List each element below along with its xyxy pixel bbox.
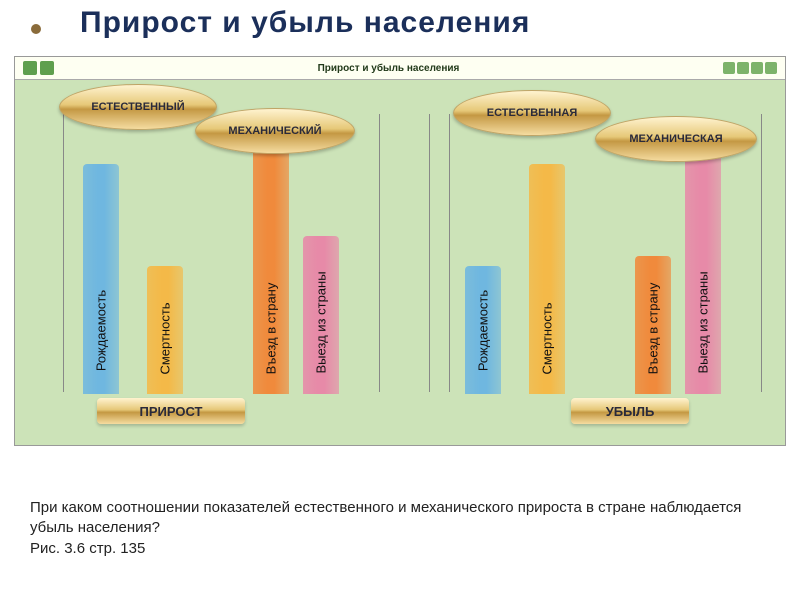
category-oval: ЕСТЕСТВЕННАЯ xyxy=(453,90,611,136)
bar: Въезд в страну xyxy=(635,256,671,394)
panel-decline: Рождаемость Смертность Въезд в страну Выезд… xyxy=(417,94,767,424)
bar: Выезд из страны xyxy=(303,236,339,394)
bar: Выезд из страны xyxy=(685,144,721,394)
category-oval: МЕХАНИЧЕСКАЯ xyxy=(595,116,757,162)
bar-label: Смертность xyxy=(540,302,555,374)
bars-group: Рождаемость Смертность Въезд в страну Выезд… xyxy=(35,124,385,394)
header-left-icons xyxy=(23,61,54,75)
bar-label: Смертность xyxy=(158,302,173,374)
bar-label: Въезд в страну xyxy=(264,283,279,375)
bar: Рождаемость xyxy=(465,266,501,394)
header-right-icons xyxy=(723,62,777,74)
question-line2: Рис. 3.6 стр. 135 xyxy=(30,540,145,557)
header-icon xyxy=(23,61,37,75)
bars-group: Рождаемость Смертность Въезд в страну Выезд… xyxy=(417,124,767,394)
chart-header: Прирост и убыль населения xyxy=(15,57,785,80)
chart-header-title: Прирост и убыль населения xyxy=(318,63,460,74)
bar-label: Въезд в страну xyxy=(646,283,661,375)
bar: Смертность xyxy=(529,164,565,394)
bar-label: Рождаемость xyxy=(476,290,491,371)
category-oval: МЕХАНИЧЕСКИЙ xyxy=(195,108,355,154)
bar: Смертность xyxy=(147,266,183,394)
panel-base-label: ПРИРОСТ xyxy=(97,398,245,424)
header-icon xyxy=(737,62,749,74)
panel-growth: Рождаемость Смертность Въезд в страну Выезд… xyxy=(35,94,385,424)
category-oval: ЕСТЕСТВЕННЫЙ xyxy=(59,84,217,130)
question-text: При каком соотношении показателей естест… xyxy=(30,498,770,559)
header-icon xyxy=(40,61,54,75)
header-icon xyxy=(723,62,735,74)
main-title: Прирост и убыль населения xyxy=(80,6,530,40)
bar-label: Рождаемость xyxy=(94,290,109,371)
panels-container: Рождаемость Смертность Въезд в страну Выезд… xyxy=(15,80,785,444)
panel-base-label: УБЫЛЬ xyxy=(571,398,689,424)
bar: Рождаемость xyxy=(83,164,119,394)
title-bullet-icon xyxy=(31,24,41,34)
chart-area: Прирост и убыль населения Рождаемость Сме… xyxy=(14,56,786,446)
header-icon xyxy=(751,62,763,74)
question-line1: При каком соотношении показателей естест… xyxy=(30,499,741,536)
bar-label: Выезд из страны xyxy=(696,271,711,373)
header-icon xyxy=(765,62,777,74)
bar: Въезд в страну xyxy=(253,144,289,394)
bar-label: Выезд из страны xyxy=(314,271,329,373)
